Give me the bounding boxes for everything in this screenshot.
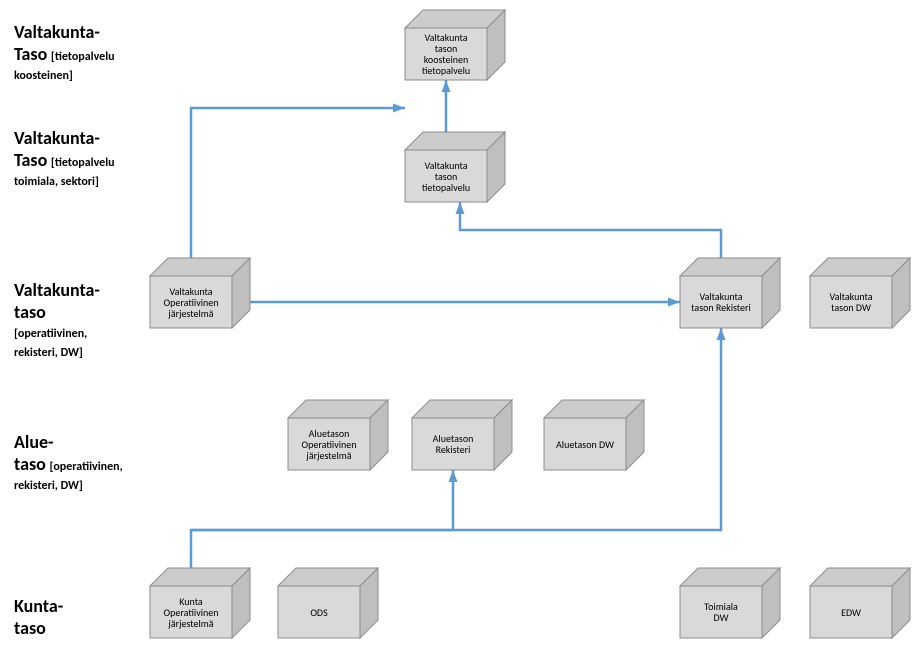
node-label-al_rek: AluetasonRekisteri	[412, 418, 494, 470]
node-label-ods: ODS	[278, 586, 360, 638]
row-label-r2: Valtakunta-Taso [tietopalvelutoimiala, s…	[14, 128, 115, 190]
node-label-toim_dw: ToimialaDW	[680, 586, 762, 638]
edge-e_kuop_up	[191, 470, 453, 586]
edge-e_vkop_up	[191, 108, 405, 276]
node-label-vk_dw: Valtakuntatason DW	[810, 276, 892, 328]
node-label-al_dw: Aluetason DW	[544, 418, 626, 470]
node-label-edw: EDW	[810, 586, 892, 638]
node-label-vk_rek: Valtakuntatason Rekisteri	[680, 276, 762, 328]
node-label-vk_op: ValtakuntaOperatiivinenjärjestelmä	[150, 276, 232, 328]
edge-e_vkrek_up	[460, 202, 721, 276]
row-label-r4: Alue-taso [operatiivinen,rekisteri, DW]	[14, 432, 123, 494]
row-label-r5: Kunta-taso	[14, 596, 63, 639]
diagram-canvas	[0, 0, 923, 660]
node-label-ku_op: KuntaOperatiivinenjärjestelmä	[150, 586, 232, 638]
node-label-vk_tp: Valtakuntatasontietopalvelu	[405, 150, 487, 202]
node-label-al_op: AluetasonOperatiivinenjärjestelmä	[288, 418, 370, 470]
row-label-r3: Valtakunta-taso[operatiivinen,rekisteri,…	[14, 280, 100, 362]
node-label-vk_koost: Valtakuntatasonkoosteinentietopalvelu	[405, 28, 487, 80]
row-label-r1: Valtakunta-Taso [tietopalvelukoosteinen]	[14, 22, 115, 84]
